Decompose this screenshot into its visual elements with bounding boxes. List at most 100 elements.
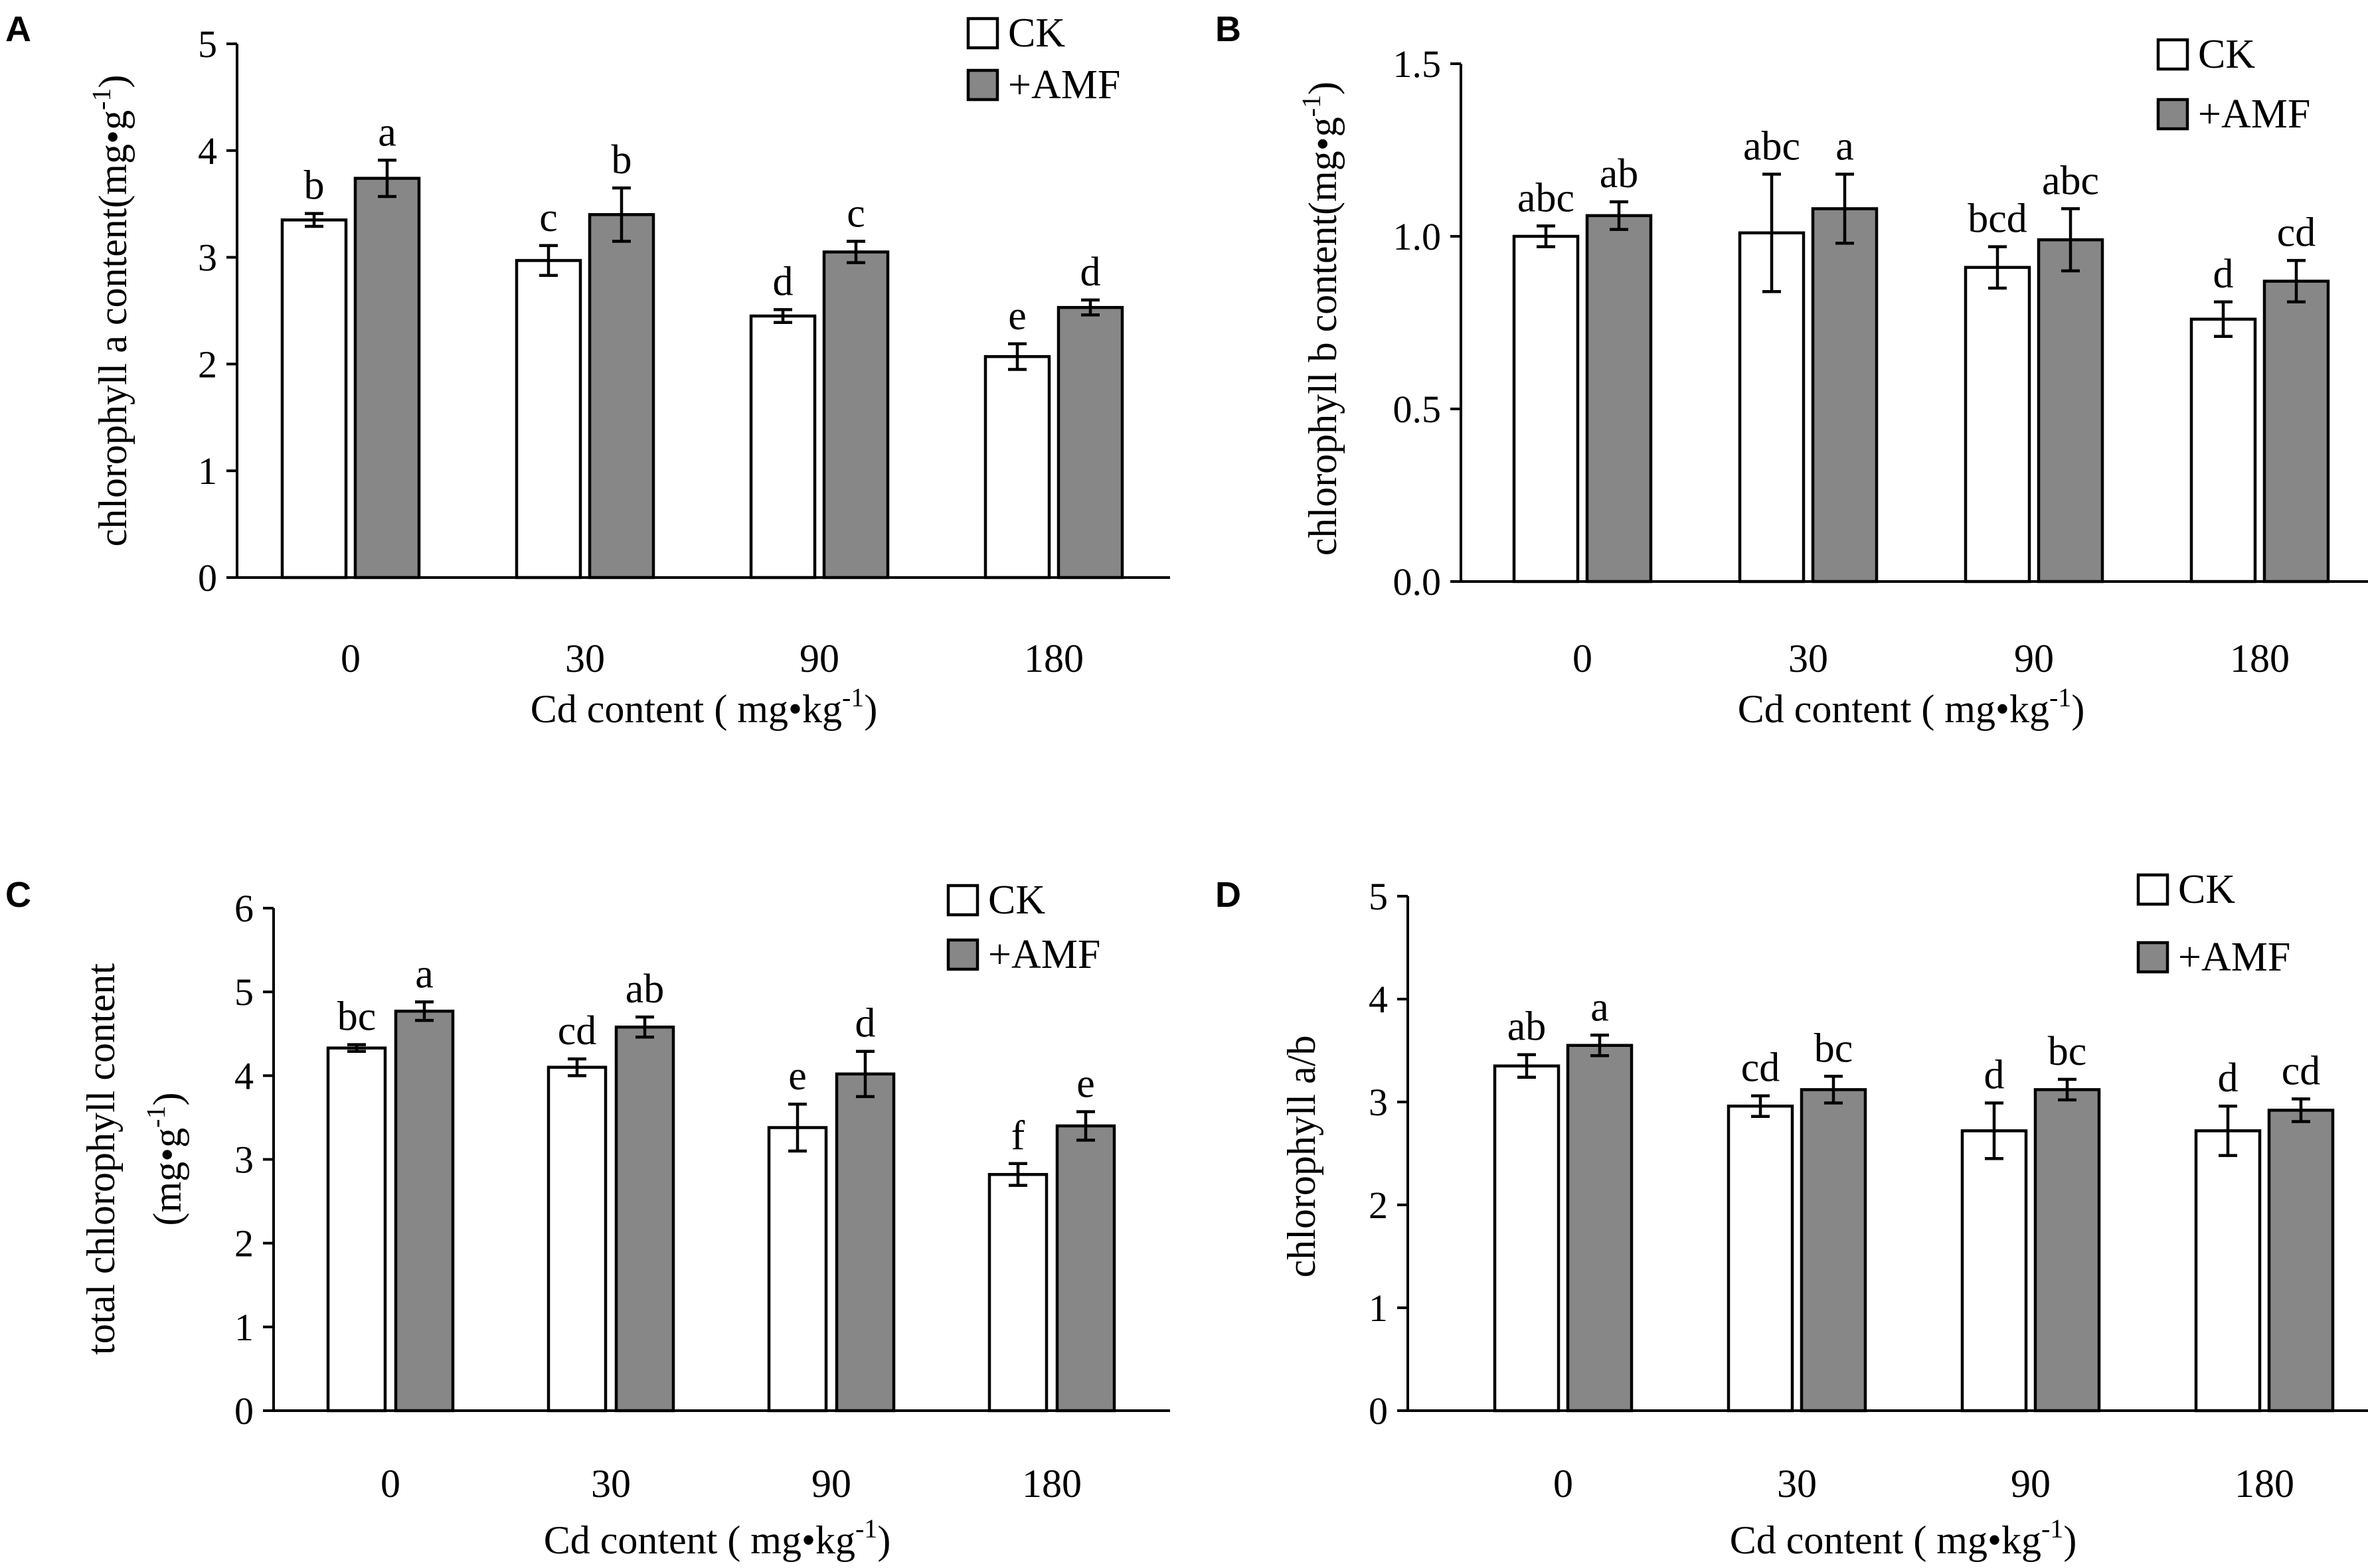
bar-ck [2194, 1129, 2262, 1413]
bar-amf [1055, 1124, 1116, 1413]
y-axis-title-text: chlorophyll a/b [1280, 1036, 1323, 1278]
x-axis-title-suffix: ) [877, 1518, 890, 1562]
x-axis-title-text: Cd content ( mg•kg [1738, 687, 2049, 731]
y-axis-title-text: total chlorophyll content [79, 963, 123, 1355]
x-tick-label: 180 [2235, 1462, 2294, 1506]
bar-amf [1566, 1044, 1634, 1413]
x-axis-title: Cd content ( mg•kg-1) [531, 682, 878, 731]
x-tick-label: 30 [1788, 637, 1828, 680]
legend-label-ck: CK [988, 878, 1045, 923]
significance-letter: bc [2048, 1029, 2087, 1074]
y-tick-label: 4 [198, 129, 217, 173]
x-axis-title: Cd content ( mg•kg-1) [1730, 1514, 2077, 1562]
x-tick-label: 30 [1777, 1462, 1817, 1506]
legend-label-amf: +AMF [2198, 92, 2310, 137]
significance-letter: e [1008, 293, 1027, 339]
y-tick-label: 3 [1369, 1081, 1388, 1124]
significance-letter: d [1984, 1053, 2005, 1098]
bar-amf [1800, 1088, 1867, 1413]
y-tick-label: 0 [198, 556, 217, 599]
bar-ck [515, 259, 582, 580]
y-axis-title: total chlorophyll content [79, 963, 123, 1355]
bar-ck [1727, 1104, 1794, 1413]
bar-ck [1493, 1064, 1561, 1413]
legend-label-amf: +AMF [2178, 935, 2290, 980]
y-tick-label: 5 [198, 23, 217, 66]
legend-swatch-amf [946, 938, 979, 971]
y-axis-title2-sup: -1 [141, 1106, 171, 1128]
x-axis-title-sup: -1 [842, 682, 864, 712]
panel-letter: A [5, 9, 31, 49]
panel-letter: B [1215, 9, 1241, 49]
legend-label-ck: CK [2178, 867, 2235, 912]
y-axis-title-sup: -1 [86, 88, 116, 110]
y-axis-title-suffix: ) [91, 75, 135, 88]
x-axis-title-sup: -1 [2041, 1514, 2063, 1543]
significance-letter: c [847, 191, 865, 236]
x-tick-label: 30 [591, 1462, 631, 1506]
legend-label-ck: CK [2198, 32, 2255, 77]
bar-ck [547, 1065, 608, 1413]
panel-a: A 0 1 2 3 4 5 b a 0 c b 30 d c 90 e d 180 Cd content ( mg•k… [5, 9, 1170, 731]
x-tick-label: 180 [1022, 1462, 1082, 1506]
x-tick-label: 0 [341, 637, 361, 680]
x-tick-label: 180 [1024, 637, 1084, 680]
significance-letter: cd [558, 1008, 597, 1054]
significance-letter: d [855, 1001, 876, 1046]
significance-letter: ab [1507, 1004, 1547, 1050]
legend-label-ck: CK [1008, 11, 1065, 56]
y-axis-title-line2: (mg•g-1) [141, 1093, 189, 1226]
x-axis-title-text: Cd content ( mg•kg [1730, 1518, 2041, 1562]
significance-letter: abc [2042, 158, 2099, 203]
bar-amf [588, 213, 655, 580]
y-tick-label: 1 [1369, 1287, 1388, 1330]
x-axis-title-suffix: ) [2071, 687, 2084, 731]
x-tick-label: 0 [1572, 637, 1592, 680]
x-axis-title-sup: -1 [855, 1514, 877, 1543]
bar-ck [2189, 317, 2257, 584]
bar-ck [1964, 266, 2031, 584]
x-axis-title-suffix: ) [2063, 1518, 2076, 1562]
y-tick-label: 4 [1369, 978, 1388, 1021]
y-tick-label: 1.5 [1393, 42, 1442, 86]
legend-label-amf: +AMF [1008, 62, 1120, 108]
significance-letter: bc [1814, 1026, 1853, 1071]
bar-ck [983, 354, 1051, 580]
significance-letter: c [539, 195, 558, 240]
y-tick-label: 1 [198, 449, 217, 493]
y-axis-title2-text: (mg•g [145, 1128, 189, 1226]
significance-letter: d [2213, 252, 2234, 297]
bar-ck [1960, 1129, 2028, 1413]
x-tick-label: 0 [381, 1462, 400, 1506]
significance-letter: cd [2277, 210, 2316, 255]
x-axis-title-text: Cd content ( mg•kg [531, 687, 842, 731]
legend-swatch-ck [2136, 873, 2169, 906]
legend-swatch-ck [966, 17, 999, 50]
x-tick-label: 0 [1553, 1462, 1573, 1506]
bar-amf [835, 1072, 896, 1413]
y-axis-title-sup: -1 [1296, 95, 1326, 117]
bar-amf [394, 1009, 455, 1413]
y-tick-label: 4 [234, 1054, 254, 1097]
bar-amf [1057, 305, 1124, 580]
significance-letter: a [1835, 123, 1854, 169]
y-tick-label: 3 [198, 236, 217, 279]
x-tick-label: 90 [800, 637, 839, 680]
significance-letter: a [1590, 984, 1609, 1030]
y-axis-title: chlorophyll a content(mg•g-1) [86, 75, 135, 547]
y-tick-label: 5 [1369, 875, 1388, 918]
significance-letter: f [1011, 1113, 1025, 1158]
bar-ck [1512, 234, 1580, 584]
y-tick-label: 0.5 [1393, 388, 1442, 431]
significance-letter: b [612, 137, 632, 183]
significance-letter: e [788, 1054, 807, 1099]
y-axis-title-suffix: ) [1301, 82, 1345, 95]
y-tick-label: 2 [1369, 1184, 1388, 1227]
x-tick-label: 90 [2011, 1462, 2051, 1506]
y-axis-title-text: chlorophyll a content(mg•g [91, 110, 135, 547]
panel-letter: C [5, 875, 31, 915]
bar-amf [1811, 207, 1879, 584]
